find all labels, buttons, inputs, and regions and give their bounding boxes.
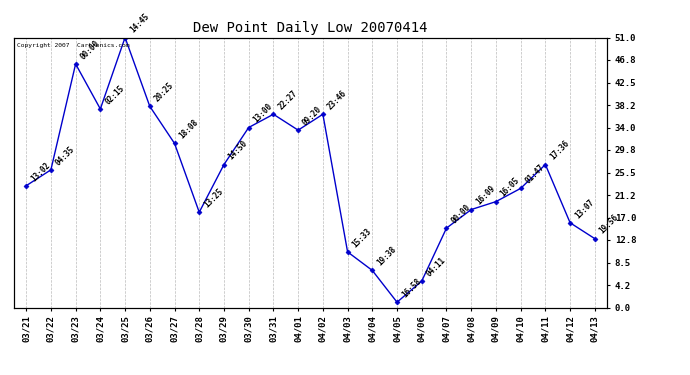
Text: 16:58: 16:58 — [400, 277, 422, 299]
Text: 18:08: 18:08 — [177, 118, 200, 141]
Text: 13:02: 13:02 — [29, 160, 52, 183]
Text: 23:46: 23:46 — [326, 89, 348, 111]
Title: Dew Point Daily Low 20070414: Dew Point Daily Low 20070414 — [193, 21, 428, 35]
Text: 13:07: 13:07 — [573, 197, 595, 220]
Text: 01:47: 01:47 — [524, 163, 546, 186]
Text: 13:25: 13:25 — [202, 187, 225, 209]
Text: 13:00: 13:00 — [251, 102, 274, 125]
Text: 22:27: 22:27 — [276, 89, 299, 111]
Text: 04:11: 04:11 — [424, 255, 447, 278]
Text: 04:35: 04:35 — [54, 144, 77, 167]
Text: 00:00: 00:00 — [449, 202, 472, 225]
Text: 16:09: 16:09 — [474, 184, 497, 207]
Text: 00:00: 00:00 — [79, 39, 101, 61]
Text: 15:33: 15:33 — [351, 226, 373, 249]
Text: 16:05: 16:05 — [499, 176, 522, 199]
Text: 14:45: 14:45 — [128, 12, 150, 35]
Text: 19:56: 19:56 — [598, 213, 620, 236]
Text: 14:50: 14:50 — [227, 139, 250, 162]
Text: 09:20: 09:20 — [301, 105, 324, 128]
Text: Copyright 2007  Cartronics.com: Copyright 2007 Cartronics.com — [17, 43, 129, 48]
Text: 02:15: 02:15 — [103, 84, 126, 106]
Text: 17:36: 17:36 — [548, 139, 571, 162]
Text: 20:25: 20:25 — [152, 81, 175, 104]
Text: 19:38: 19:38 — [375, 245, 398, 268]
